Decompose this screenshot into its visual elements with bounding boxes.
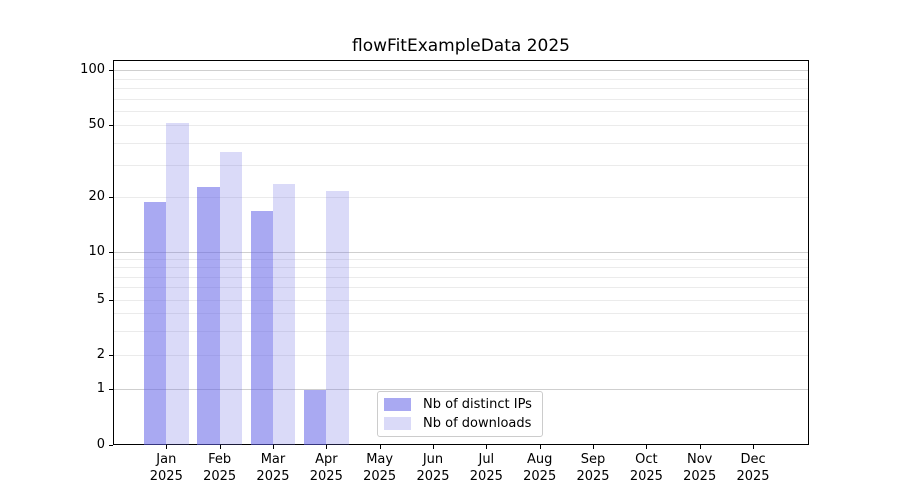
y-tick-2 — [109, 355, 113, 357]
legend-label-distinct-ips: Nb of distinct IPs — [423, 397, 532, 413]
y-tick-label-50: 50 — [88, 117, 105, 133]
gridline-6 — [114, 287, 808, 289]
gridline-10 — [114, 251, 808, 253]
x-tick-label-aug: Aug 2025 — [523, 452, 557, 484]
legend-item-downloads: Nb of downloads — [384, 415, 534, 432]
y-tick-label-2: 2 — [96, 347, 105, 363]
bar-jan-downloads — [166, 123, 189, 445]
gridline-2 — [114, 355, 808, 357]
legend-swatch-distinct-ips — [384, 398, 411, 412]
x-tick-label-apr: Apr 2025 — [309, 452, 343, 484]
plot-area — [113, 60, 809, 445]
gridline-9 — [114, 259, 808, 261]
y-tick-label-5: 5 — [96, 292, 105, 307]
chart-title: flowFitExampleData 2025 — [352, 36, 570, 56]
y-tick-label-0: 0 — [96, 437, 105, 452]
legend-label-downloads: Nb of downloads — [423, 415, 532, 431]
x-tick-jun — [433, 445, 434, 449]
gridline-5 — [114, 300, 808, 301]
y-tick-label-100: 100 — [80, 62, 105, 78]
gridline-1 — [114, 389, 808, 391]
y-tick-label-20: 20 — [88, 189, 105, 205]
x-tick-label-may: May 2025 — [363, 452, 397, 484]
x-tick-jan — [166, 445, 168, 449]
gridline-3 — [114, 330, 808, 332]
x-tick-label-sep: Sep 2025 — [576, 452, 610, 484]
bar-apr-downloads — [326, 190, 349, 445]
gridline-60 — [114, 110, 808, 112]
x-tick-label-dec: Dec 2025 — [736, 452, 770, 484]
y-tick-10 — [109, 251, 113, 253]
x-tick-label-feb: Feb 2025 — [203, 452, 237, 484]
x-tick-oct — [646, 445, 648, 449]
gridline-30 — [114, 165, 808, 167]
x-tick-mar — [272, 445, 274, 449]
x-tick-label-jan: Jan 2025 — [149, 452, 183, 484]
x-tick-label-mar: Mar 2025 — [256, 452, 290, 484]
legend-item-distinct-ips: Nb of distinct IPs — [384, 396, 534, 413]
gridline-80 — [114, 88, 808, 90]
x-tick-label-jul: Jul 2025 — [469, 452, 503, 484]
bar-apr-distinct-ips — [304, 390, 327, 445]
x-tick-may — [379, 445, 381, 449]
legend: Nb of distinct IPs Nb of downloads — [377, 391, 543, 437]
bar-feb-distinct-ips — [197, 187, 220, 445]
x-tick-label-nov: Nov 2025 — [683, 452, 717, 484]
gridline-7 — [114, 276, 808, 278]
y-tick-label-1: 1 — [96, 381, 105, 397]
gridline-50 — [114, 125, 808, 127]
x-tick-sep — [593, 445, 595, 449]
y-tick-20 — [109, 197, 113, 199]
x-tick-nov — [699, 445, 701, 449]
x-tick-label-oct: Oct 2025 — [629, 452, 663, 484]
gridline-90 — [114, 78, 808, 80]
y-tick-5 — [109, 300, 113, 301]
x-tick-apr — [326, 445, 328, 449]
bar-mar-distinct-ips — [250, 211, 273, 445]
y-tick-label-10: 10 — [88, 243, 105, 259]
gridline-40 — [114, 142, 808, 144]
gridline-8 — [114, 267, 808, 269]
legend-swatch-downloads — [384, 416, 411, 430]
gridline-70 — [114, 98, 808, 100]
bar-jan-distinct-ips — [144, 202, 167, 445]
x-tick-label-jun: Jun 2025 — [416, 452, 450, 484]
y-tick-50 — [109, 125, 113, 127]
y-tick-0 — [109, 445, 113, 446]
x-tick-aug — [539, 445, 541, 449]
gridline-100 — [114, 70, 808, 72]
x-tick-dec — [753, 445, 755, 449]
gridline-4 — [114, 313, 808, 315]
bar-feb-downloads — [219, 152, 242, 445]
x-tick-feb — [219, 445, 221, 449]
y-tick-1 — [109, 389, 113, 391]
bar-mar-downloads — [272, 183, 296, 445]
y-tick-100 — [109, 70, 113, 72]
gridline-20 — [114, 197, 808, 199]
x-tick-jul — [486, 445, 488, 449]
